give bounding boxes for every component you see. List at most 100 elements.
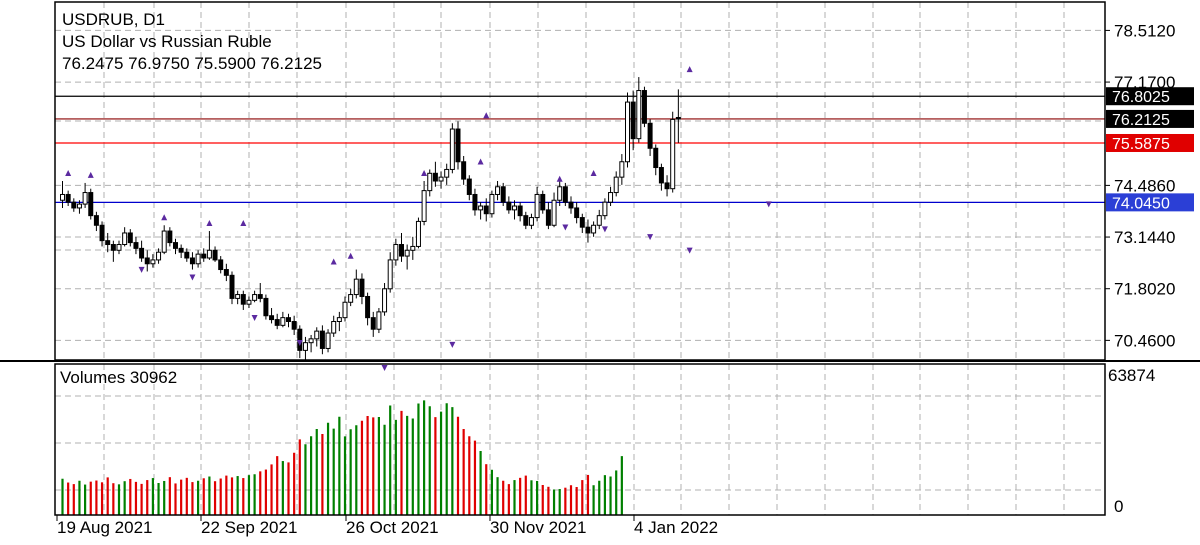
chart-frame — [0, 1, 1200, 516]
fractal-up-marker — [65, 170, 72, 176]
candle-bull — [161, 230, 167, 253]
candle-bear — [472, 193, 478, 211]
level-label: 76.2125 — [1112, 112, 1170, 129]
candle-bull — [670, 118, 676, 190]
candle-bear — [139, 247, 145, 259]
volume-bars — [61, 400, 623, 515]
fractal-down-marker — [647, 234, 654, 241]
candle-bear — [269, 315, 275, 321]
candle-bull — [608, 192, 614, 203]
candle-bull — [206, 249, 212, 259]
candle-bull — [302, 342, 308, 351]
candle-bear — [212, 249, 218, 261]
fractal-up-marker — [347, 252, 354, 259]
fractal-up-marker — [556, 175, 563, 182]
horizontal-lines — [55, 95, 1105, 203]
candle-bull — [393, 244, 399, 261]
candle-bull — [534, 193, 540, 219]
level-label-box — [1106, 87, 1194, 106]
candle-bear — [229, 274, 235, 299]
fractal-up-marker — [421, 170, 428, 176]
candle-bear — [579, 217, 585, 228]
chart-ohlc-readout: 76.2475 76.9750 75.5900 76.2125 — [62, 54, 322, 73]
fractal-up-marker — [590, 170, 597, 176]
candle-bull — [557, 186, 563, 201]
candle-bull — [116, 244, 122, 251]
candle-bull — [528, 217, 534, 226]
candle-bull — [336, 317, 342, 323]
candle-bull — [449, 128, 455, 170]
fractal-up-marker — [483, 112, 490, 119]
candle-bear — [127, 232, 133, 244]
fractal-down-marker — [601, 226, 608, 233]
candle-bull — [427, 172, 433, 192]
candle-bear — [274, 319, 280, 326]
level-label: 76.8025 — [1112, 89, 1170, 106]
candle-bull — [619, 161, 625, 178]
candle-bear — [178, 247, 184, 253]
date-tick-label: 22 Sep 2021 — [201, 518, 297, 537]
candle-bull — [387, 259, 393, 290]
candle-bear — [359, 278, 365, 297]
fractal-up-marker — [161, 214, 168, 221]
candle-bull — [438, 176, 444, 182]
candle-bear — [144, 257, 150, 265]
candle-bull — [410, 245, 416, 251]
price-tick-label: 77.1700 — [1114, 73, 1175, 92]
date-tick-label: 26 Oct 2021 — [346, 518, 439, 537]
candle-bull — [122, 232, 128, 246]
candle-bear — [291, 321, 297, 330]
candle-bear — [664, 182, 670, 190]
candle-bull — [235, 294, 241, 299]
candle-bear — [167, 230, 173, 244]
date-tick-label: 19 Aug 2021 — [57, 518, 152, 537]
level-label-box — [1106, 109, 1194, 128]
candle-bear — [223, 269, 229, 276]
candle-bear — [93, 215, 99, 226]
fractal-down-marker — [449, 341, 456, 348]
candle-bear — [105, 240, 111, 246]
fractal-up-marker — [686, 66, 693, 73]
date-tick-label: 4 Jan 2022 — [634, 518, 718, 537]
candle-bull — [596, 215, 602, 226]
candle-bear — [545, 209, 551, 226]
candle-bear — [562, 186, 568, 203]
level-label: 74.0450 — [1112, 195, 1170, 212]
candle-bear — [319, 330, 325, 349]
candle-bear — [540, 193, 546, 211]
price-tick-label: 78.5120 — [1114, 21, 1175, 40]
fractal-markers — [65, 66, 772, 371]
candle-bull — [308, 338, 314, 344]
candle-bear — [455, 128, 461, 163]
candle-bull — [342, 301, 348, 319]
volume-tick-label: 63874 — [1108, 366, 1155, 385]
candle-bear — [88, 192, 94, 217]
candle-bear — [574, 207, 580, 219]
price-tick-label: 70.4600 — [1114, 331, 1175, 350]
candle-bear — [585, 226, 591, 234]
candle-bear — [653, 147, 659, 169]
fractal-up-marker — [240, 220, 247, 227]
fractal-down-marker — [251, 314, 258, 321]
candle-bull — [252, 294, 258, 301]
grid — [55, 2, 1105, 515]
candle-bull — [195, 253, 201, 265]
candle-bull — [625, 101, 630, 163]
candle-bull — [246, 299, 252, 305]
candle-bull — [512, 205, 517, 211]
volume-tick-label: 0 — [1114, 497, 1123, 516]
candle-bear — [184, 251, 190, 259]
candle-bull — [478, 205, 484, 211]
date-tick-label: 30 Nov 2021 — [490, 518, 586, 537]
candle-bull — [314, 330, 320, 340]
candle-bull — [60, 193, 65, 201]
candle-bear — [568, 201, 574, 209]
volume-title: Volumes 30962 — [60, 368, 178, 387]
candle-bull — [156, 251, 162, 261]
candle-bear — [173, 242, 178, 249]
candle-bear — [110, 244, 116, 251]
candle-bull — [489, 193, 495, 215]
candle-bear — [506, 201, 512, 211]
fractal-down-marker — [562, 224, 569, 231]
